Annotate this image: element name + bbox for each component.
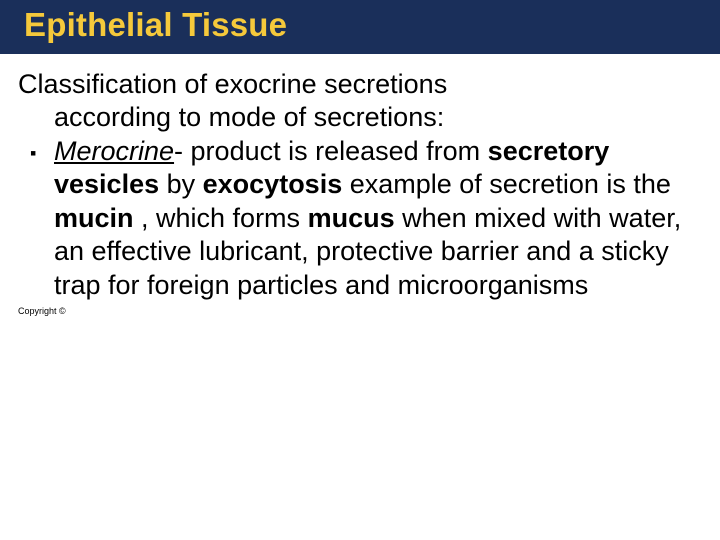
- title-bar: Epithelial Tissue: [0, 0, 720, 54]
- seg4: , which forms: [134, 203, 308, 233]
- seg2: by: [159, 169, 203, 199]
- bullet-item: ▪ Merocrine- product is released from se…: [18, 135, 692, 302]
- copyright-label: Copyright ©: [18, 306, 66, 316]
- bullet-text: Merocrine- product is released from secr…: [54, 135, 692, 302]
- slide-title: Epithelial Tissue: [24, 6, 720, 44]
- bold2: exocytosis: [203, 169, 343, 199]
- bold4: mucus: [308, 203, 395, 233]
- intro-line-1: Classification of exocrine secretions: [18, 68, 692, 101]
- bullet-term: Merocrine: [54, 136, 174, 166]
- slide: Epithelial Tissue Classification of exoc…: [0, 0, 720, 540]
- slide-body: Classification of exocrine secretions ac…: [18, 68, 692, 302]
- bold3: mucin: [54, 203, 134, 233]
- seg1: - product is released from: [174, 136, 488, 166]
- bullet-icon: ▪: [18, 135, 54, 302]
- intro-line-2: according to mode of secretions:: [18, 101, 692, 134]
- seg3: example of secretion is the: [342, 169, 671, 199]
